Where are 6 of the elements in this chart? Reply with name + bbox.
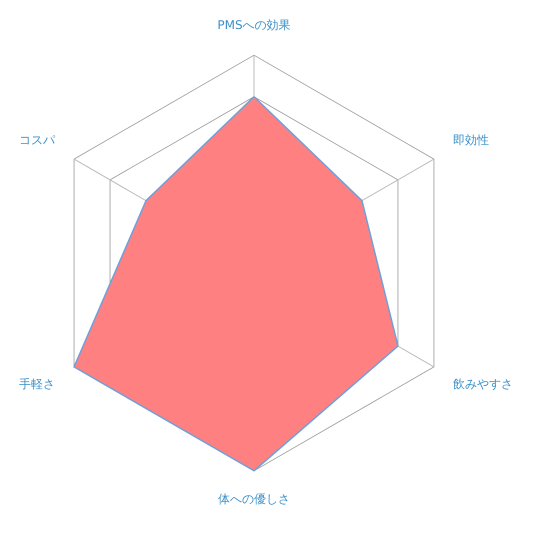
spoke-label: PMSへの効果 — [217, 18, 291, 32]
spoke-label: コスパ — [19, 133, 56, 148]
spoke-label: 手軽さ — [19, 377, 55, 392]
spoke-label: 飲みやすさ — [453, 377, 513, 392]
spoke-label: 体への優しさ — [218, 492, 290, 506]
spoke-label: 即効性 — [453, 133, 489, 148]
